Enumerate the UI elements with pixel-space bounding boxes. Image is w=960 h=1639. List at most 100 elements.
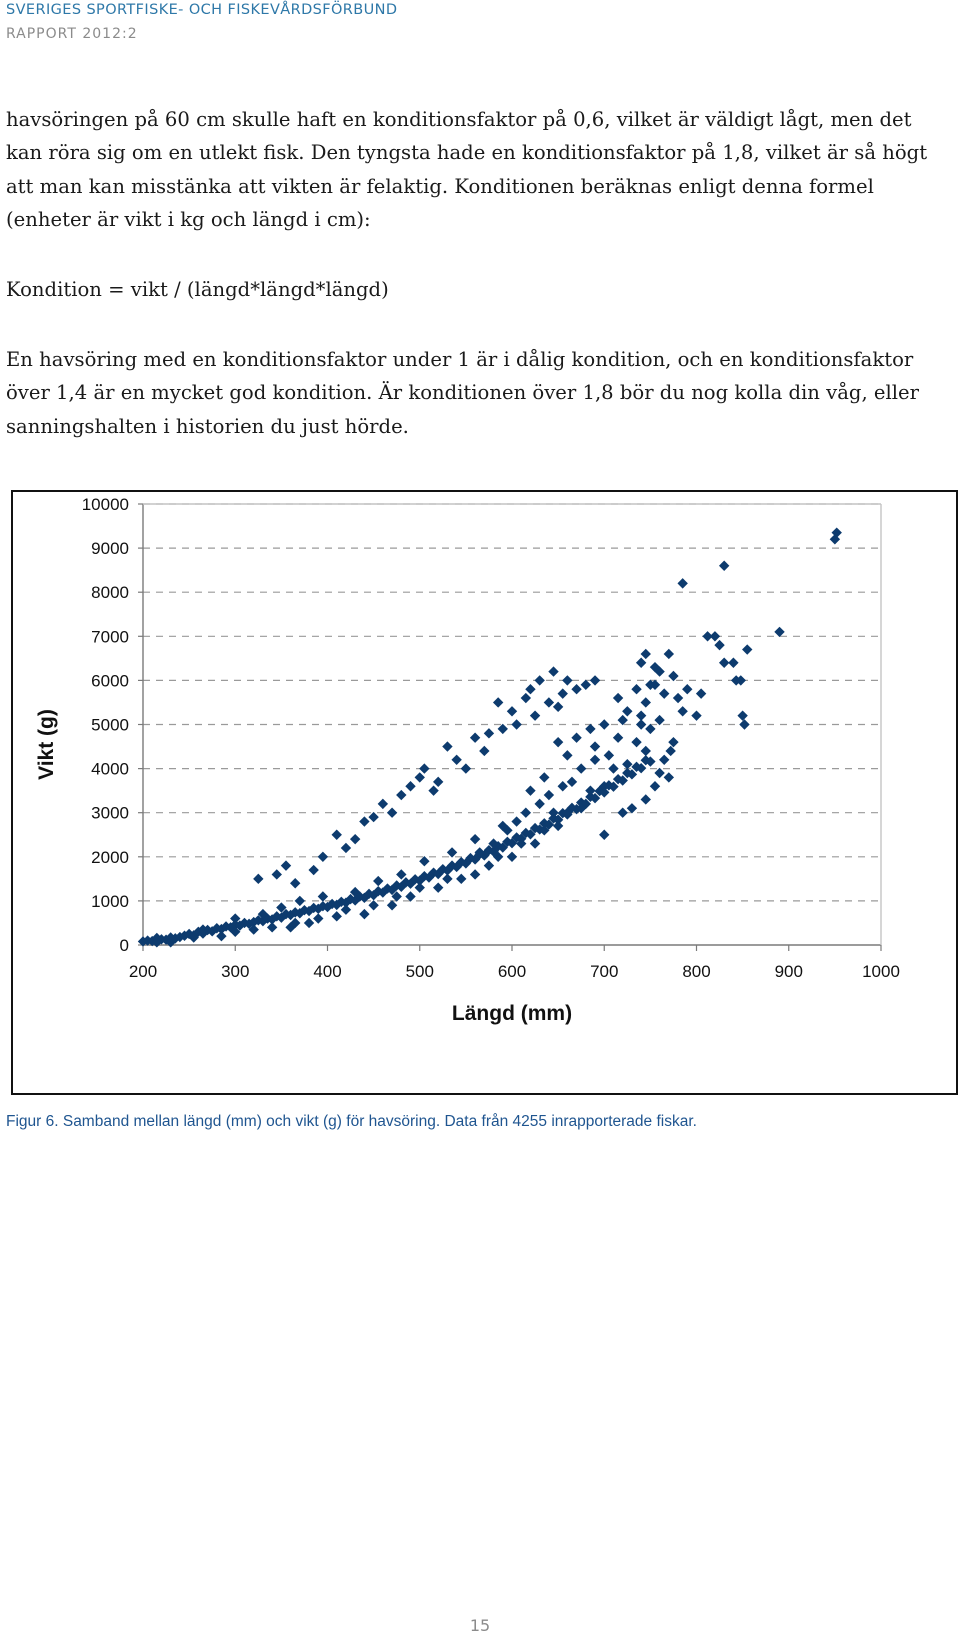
data-point-diamond	[640, 745, 651, 757]
data-point-diamond	[654, 767, 665, 779]
data-point-diamond	[373, 875, 384, 887]
data-point-diamond	[479, 745, 490, 757]
data-point-diamond	[520, 807, 532, 818]
data-point-diamond	[718, 657, 730, 668]
data-point-diamond	[529, 710, 541, 721]
data-point-diamond	[677, 706, 688, 717]
data-point-diamond	[603, 750, 615, 761]
data-point-diamond	[672, 692, 684, 704]
data-point-diamond	[433, 882, 444, 893]
data-point-diamond	[709, 631, 721, 642]
data-point-diamond	[548, 807, 559, 818]
data-point-diamond	[506, 851, 518, 862]
data-point-diamond	[677, 578, 688, 589]
data-point-diamond	[433, 776, 444, 788]
data-point-diamond	[317, 851, 329, 862]
x-tick-label: 1000	[862, 962, 900, 981]
data-point-diamond	[631, 736, 642, 748]
data-point-diamond	[589, 741, 601, 752]
data-point-diamond	[303, 917, 315, 929]
data-point-diamond	[608, 763, 619, 774]
data-point-diamond	[649, 661, 661, 673]
data-point-diamond	[659, 688, 670, 699]
data-point-diamond	[534, 798, 545, 810]
data-point-diamond	[446, 860, 458, 871]
header-report-number: RAPPORT 2012:2	[6, 26, 138, 42]
data-point-diamond	[340, 904, 352, 915]
data-point-diamond	[474, 847, 485, 858]
y-tick-label: 9000	[91, 539, 129, 558]
data-point-diamond	[271, 869, 282, 880]
data-point-diamond	[451, 754, 462, 765]
chart-tick-labels: 0 1000 2000 3000 4000 5000 6000 7000 8000 9000 100…	[82, 495, 900, 981]
data-point-diamond	[612, 732, 624, 743]
y-tick-label: 1000	[91, 892, 129, 911]
data-point-diamond	[534, 675, 545, 686]
data-point-diamond	[659, 754, 670, 765]
data-point-diamond	[446, 847, 458, 858]
data-point-diamond	[363, 888, 375, 900]
x-tick-label: 700	[590, 962, 618, 981]
x-tick-label: 500	[406, 962, 434, 981]
data-point-diamond	[714, 639, 725, 651]
y-tick-label: 0	[120, 936, 129, 955]
data-point-diamond	[617, 775, 628, 786]
data-point-diamond	[594, 785, 605, 797]
data-point-diamond	[257, 908, 269, 920]
x-tick-label: 400	[313, 962, 341, 981]
data-point-diamond	[665, 745, 676, 757]
y-tick-label: 8000	[91, 583, 129, 602]
data-point-diamond	[460, 763, 472, 774]
condition-formula: Kondition = vikt / (längd*längd*längd)	[6, 278, 389, 301]
y-tick-label: 4000	[91, 760, 129, 779]
data-point-diamond	[428, 785, 439, 796]
data-point-diamond	[290, 907, 301, 918]
data-point-diamond	[165, 937, 176, 948]
data-point-diamond	[419, 871, 430, 882]
length-weight-scatter-plot: 0 1000 2000 3000 4000 5000 6000 7000 8000 9000 100…	[35, 495, 900, 1025]
data-point-diamond	[599, 781, 610, 792]
data-point-diamond	[649, 679, 661, 691]
data-point-diamond	[294, 895, 306, 907]
data-point-diamond	[469, 732, 481, 743]
data-point-diamond	[359, 908, 370, 920]
data-point-diamond	[456, 873, 467, 885]
data-point-diamond	[612, 692, 624, 704]
data-point-diamond	[599, 787, 610, 798]
data-point-diamond	[640, 697, 651, 708]
chart-data-points	[137, 527, 842, 948]
data-point-diamond	[599, 719, 610, 730]
data-point-diamond	[511, 816, 522, 827]
data-point-diamond	[313, 913, 324, 924]
data-point-diamond	[589, 792, 601, 804]
data-point-diamond	[331, 829, 342, 840]
data-point-diamond	[511, 719, 522, 730]
data-point-diamond	[396, 869, 407, 880]
data-point-diamond	[525, 684, 536, 695]
data-point-diamond	[359, 816, 370, 827]
data-point-diamond	[368, 811, 379, 823]
data-point-diamond	[539, 772, 550, 783]
data-point-diamond	[622, 758, 633, 770]
data-point-diamond	[483, 860, 495, 871]
data-point-diamond	[640, 755, 651, 766]
data-point-diamond	[562, 675, 573, 686]
header-organization: SVERIGES SPORTFISKE- OCH FISKEVÅRDSFÖRBU…	[6, 2, 398, 18]
y-tick-label: 5000	[91, 716, 129, 735]
data-point-diamond	[206, 926, 218, 937]
y-tick-label: 3000	[91, 804, 129, 823]
data-point-diamond	[626, 803, 638, 814]
data-point-diamond	[737, 710, 748, 721]
data-point-diamond	[280, 860, 292, 871]
data-point-diamond	[313, 903, 324, 915]
data-point-diamond	[631, 684, 642, 695]
data-point-diamond	[442, 873, 453, 885]
data-point-diamond	[668, 670, 679, 682]
data-point-diamond	[566, 776, 578, 788]
data-point-diamond	[183, 928, 195, 940]
figure-6-chart: 0 1000 2000 3000 4000 5000 6000 7000 8000 9000 100…	[11, 490, 958, 1095]
data-point-diamond	[497, 723, 508, 735]
data-point-diamond	[654, 714, 665, 726]
data-point-diamond	[419, 763, 430, 774]
data-point-diamond	[414, 882, 425, 893]
